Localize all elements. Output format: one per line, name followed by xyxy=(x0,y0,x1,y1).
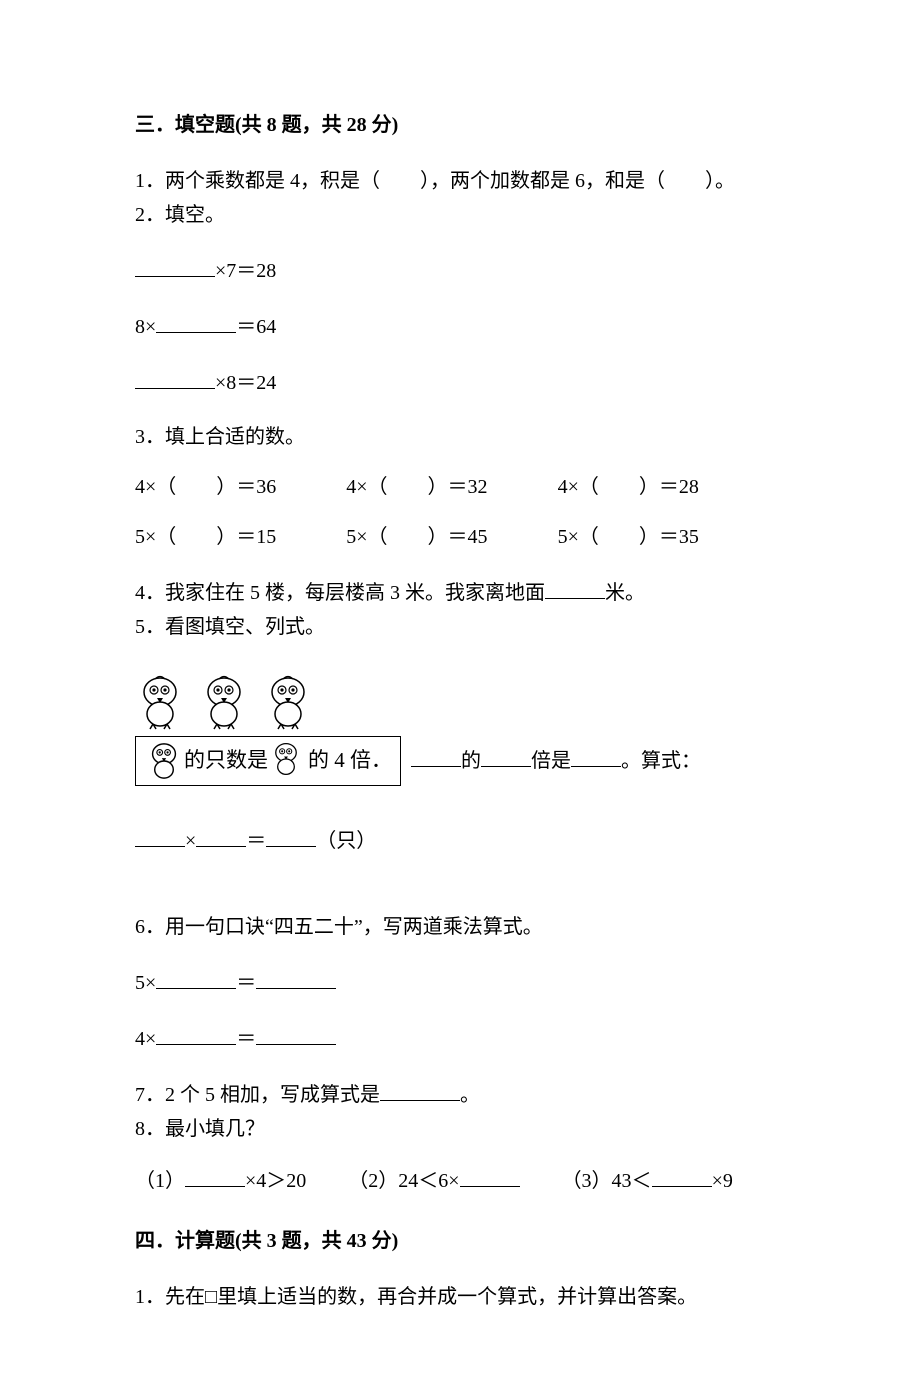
blank-input[interactable] xyxy=(380,1078,460,1101)
worksheet-page: 三．填空题(共 8 题，共 28 分) 1．两个乘数都是 4，积是（ ），两个加… xyxy=(0,0,920,1376)
question-2c: ×8＝24 xyxy=(135,366,785,398)
q4-post: 米。 xyxy=(605,582,645,604)
chick-icon xyxy=(146,741,182,781)
blank-input[interactable] xyxy=(460,1164,520,1187)
txt: 7．2 个 5 相加，写成算式是 xyxy=(135,1084,380,1106)
blank-input[interactable] xyxy=(256,966,336,989)
eq-text: ×8＝24 xyxy=(215,372,276,394)
txt: （2）24＜6× xyxy=(348,1170,459,1192)
blank-input[interactable] xyxy=(156,310,236,333)
blank-input[interactable] xyxy=(266,826,316,847)
eq-text: ＝64 xyxy=(236,316,276,338)
question-6a: 5× ＝ xyxy=(135,966,785,998)
framed-statement: 的只数是 的 4 倍． xyxy=(135,736,401,786)
blank-input[interactable] xyxy=(185,1164,245,1187)
question-2b: 8× ＝64 xyxy=(135,310,785,342)
eq-text: 4×（ ）＝28 xyxy=(558,472,699,502)
eq-text: 8× xyxy=(135,316,156,338)
question-5-equation: × ＝ （只） xyxy=(135,826,785,856)
question-3-row2: 5×（ ）＝15 5×（ ）＝45 5×（ ）＝35 xyxy=(135,522,785,552)
question-5-label: 5．看图填空、列式。 xyxy=(135,612,785,642)
blank-input[interactable] xyxy=(156,966,236,989)
blank-input[interactable] xyxy=(481,746,531,767)
blank-input[interactable] xyxy=(156,1022,236,1045)
txt: × xyxy=(185,830,196,852)
question-8-label: 8．最小填几？ xyxy=(135,1114,785,1144)
blank-input[interactable] xyxy=(135,826,185,847)
q8-part3: （3）43＜ ×9 xyxy=(562,1164,733,1196)
txt: 倍是 xyxy=(531,750,571,772)
chick-row xyxy=(135,674,785,730)
blank-input[interactable] xyxy=(545,576,605,599)
q8-part2: （2）24＜6× xyxy=(348,1164,519,1196)
chick-icon xyxy=(270,741,306,781)
question-7: 7．2 个 5 相加，写成算式是 。 xyxy=(135,1078,785,1110)
question-2a: ×7＝28 xyxy=(135,254,785,286)
txt: （只） xyxy=(316,830,376,852)
question-2-label: 2．填空。 xyxy=(135,200,785,230)
question-4: 4．我家住在 5 楼，每层楼高 3 米。我家离地面 米。 xyxy=(135,576,785,608)
txt: ＝ xyxy=(236,1028,256,1050)
txt: 。算式： xyxy=(621,750,701,772)
blank-input[interactable] xyxy=(652,1164,712,1187)
eq-text: 5×（ ）＝35 xyxy=(558,522,699,552)
chick-icon xyxy=(135,674,185,730)
txt: 4× xyxy=(135,1028,156,1050)
question-6-label: 6．用一句口诀“四五二十”，写两道乘法算式。 xyxy=(135,912,785,942)
question-3-row1: 4×（ ）＝36 4×（ ）＝32 4×（ ）＝28 xyxy=(135,472,785,502)
question-5-figures: 的只数是 的 4 倍． 的 倍是 。算式： xyxy=(135,674,785,786)
question-5-frame-line: 的只数是 的 4 倍． 的 倍是 。算式： xyxy=(135,736,785,786)
blank-input[interactable] xyxy=(256,1022,336,1045)
txt: ＝ xyxy=(246,830,266,852)
section-4-q1: 1．先在□里填上适当的数，再合并成一个算式，并计算出答案。 xyxy=(135,1282,785,1312)
question-8-row: （1） ×4＞20 （2）24＜6× （3）43＜ ×9 xyxy=(135,1164,785,1196)
txt: 5× xyxy=(135,972,156,994)
txt: （3）43＜ xyxy=(562,1170,652,1192)
txt: ×9 xyxy=(712,1170,733,1192)
section-4-heading: 四．计算题(共 3 题，共 43 分) xyxy=(135,1226,785,1256)
eq-text: ×7＝28 xyxy=(215,260,276,282)
eq-text: 4×（ ）＝32 xyxy=(346,472,487,502)
eq-text: 4×（ ）＝36 xyxy=(135,472,276,502)
chick-icon xyxy=(199,674,249,730)
question-3-label: 3．填上合适的数。 xyxy=(135,422,785,452)
frame-text-b: 的 4 倍． xyxy=(308,745,392,777)
question-1: 1．两个乘数都是 4，积是（ ），两个加数都是 6，和是（ ）。 xyxy=(135,166,785,196)
section-3-heading: 三．填空题(共 8 题，共 28 分) xyxy=(135,110,785,140)
frame-text-a: 的只数是 xyxy=(184,745,268,777)
blank-input[interactable] xyxy=(411,746,461,767)
txt: 的 xyxy=(461,750,481,772)
blank-input[interactable] xyxy=(196,826,246,847)
txt: （1） xyxy=(135,1170,185,1192)
txt: ×4＞20 xyxy=(245,1170,306,1192)
eq-text: 5×（ ）＝15 xyxy=(135,522,276,552)
txt: ＝ xyxy=(236,972,256,994)
question-5-after: 的 倍是 。算式： xyxy=(411,746,701,776)
eq-text: 5×（ ）＝45 xyxy=(346,522,487,552)
chick-icon xyxy=(263,674,313,730)
blank-input[interactable] xyxy=(135,254,215,277)
q4-pre: 4．我家住在 5 楼，每层楼高 3 米。我家离地面 xyxy=(135,582,545,604)
blank-input[interactable] xyxy=(571,746,621,767)
blank-input[interactable] xyxy=(135,366,215,389)
q8-part1: （1） ×4＞20 xyxy=(135,1164,306,1196)
question-6b: 4× ＝ xyxy=(135,1022,785,1054)
txt: 。 xyxy=(460,1084,480,1106)
